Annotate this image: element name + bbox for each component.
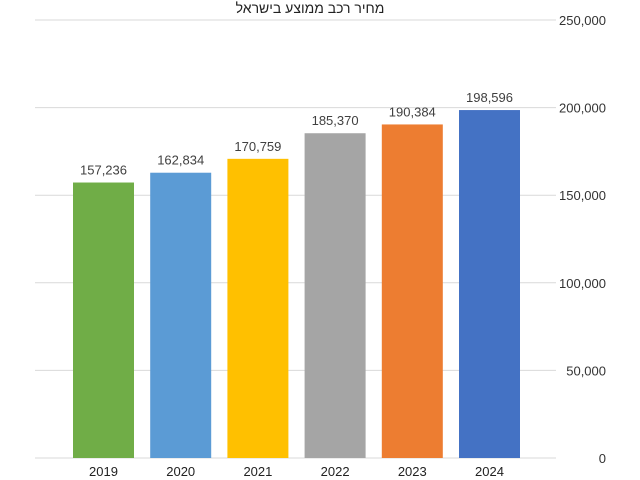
y-tick-label: 50,000 — [566, 363, 606, 378]
y-tick-label: 0 — [599, 451, 606, 466]
bar-2019 — [73, 182, 134, 458]
bar-2022 — [304, 133, 366, 459]
data-label-2022: 185,370 — [312, 113, 359, 128]
y-tick-label: 100,000 — [559, 276, 606, 291]
bar-2021 — [227, 158, 289, 458]
data-label-2021: 170,759 — [234, 139, 281, 154]
data-label-2024: 198,596 — [466, 90, 513, 105]
y-tick-label: 150,000 — [559, 188, 606, 203]
x-tick-label: 2024 — [475, 464, 504, 479]
chart-title: מחיר רכב ממוצע בישראל — [236, 0, 385, 16]
data-label-2019: 157,236 — [80, 163, 127, 178]
bars — [73, 110, 520, 459]
y-tick-label: 250,000 — [559, 13, 606, 28]
x-tick-label: 2020 — [166, 464, 195, 479]
bar-2024 — [459, 110, 520, 458]
bar-2023 — [381, 124, 443, 458]
data-label-2023: 190,384 — [389, 104, 436, 119]
y-axis: 0 50,000 100,000 150,000 200,000 250,000 — [559, 13, 606, 466]
x-tick-label: 2021 — [243, 464, 272, 479]
x-tick-label: 2022 — [321, 464, 350, 479]
data-labels: 157,236 162,834 170,759 185,370 190,384 198,5… — [80, 90, 513, 177]
x-tick-label: 2019 — [89, 464, 118, 479]
x-axis: 2019 2020 2021 2022 2023 2024 — [89, 464, 504, 479]
y-tick-label: 200,000 — [559, 101, 606, 116]
data-label-2020: 162,834 — [157, 153, 204, 168]
bar-2020 — [150, 172, 212, 458]
x-tick-label: 2023 — [398, 464, 427, 479]
